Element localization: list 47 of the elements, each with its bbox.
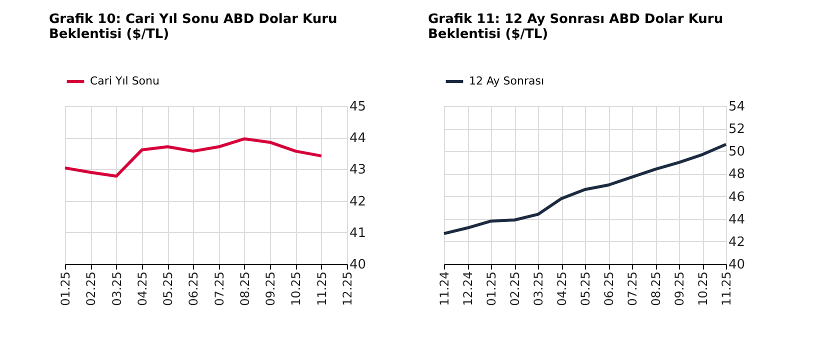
- text: Beklentisi ($/TL): [428, 27, 548, 42]
- y-tick-label: 43: [350, 162, 366, 178]
- y-tick-label: 42: [728, 234, 746, 250]
- y-tick-label: 52: [728, 122, 746, 138]
- x-tick-label: 08.25: [238, 272, 252, 306]
- x-tick-label: 03.25: [532, 272, 546, 306]
- y-tick-label: 44: [350, 131, 366, 146]
- legend-label: 12 Ay Sonrası: [469, 74, 544, 88]
- y-tick-label: 44: [728, 212, 746, 228]
- y-tick-label: 54: [728, 100, 746, 114]
- y-tick-label: 46: [728, 190, 746, 205]
- y-tick-label: 40: [728, 258, 746, 272]
- x-tick-label: 09.25: [264, 272, 278, 306]
- x-tick-label: 11.24: [438, 272, 452, 306]
- y-tick-label: 48: [728, 167, 746, 182]
- x-tick-label: 04.25: [135, 272, 150, 306]
- y-tick-label: 45: [350, 100, 366, 114]
- legend-label: Cari Yıl Sonu: [90, 74, 160, 88]
- line-series: [442, 142, 728, 236]
- x-tick-label: 10.25: [696, 272, 710, 306]
- x-tick-label: 01.25: [58, 272, 72, 306]
- x-tick-label: 06.25: [186, 272, 201, 306]
- x-tick-label: 07.25: [626, 272, 640, 306]
- x-tick-label: 09.25: [672, 272, 686, 306]
- y-tick-label: 40: [350, 258, 366, 272]
- text: Beklentisi ($/TL): [49, 27, 170, 42]
- text: Grafik 11: 12 Ay Sonrası ABD Dolar Kuru: [428, 12, 724, 27]
- x-tick-label: 10.25: [289, 272, 304, 306]
- x-tick-label: 02.25: [84, 272, 98, 306]
- y-tick-label: 50: [728, 144, 746, 160]
- x-tick-label: 02.25: [508, 272, 522, 306]
- x-tick-label: 06.25: [602, 272, 616, 306]
- x-tick-label: 08.25: [649, 272, 663, 306]
- line-series: [64, 137, 323, 178]
- x-tick-label: 03.25: [110, 272, 124, 306]
- x-tick-label: 04.25: [555, 272, 569, 306]
- x-tick-label: 12.24: [461, 272, 475, 306]
- x-tick-label: 12.25: [340, 272, 354, 306]
- x-tick-label: 05.25: [161, 272, 176, 306]
- x-tick-label: 11.25: [720, 272, 734, 306]
- x-tick-label: 11.25: [314, 272, 329, 306]
- y-tick-label: 42: [350, 194, 366, 210]
- text: Grafik 10: Cari Yıl Sonu ABD Dolar Kuru: [49, 12, 338, 27]
- y-tick-label: 41: [350, 226, 366, 241]
- x-tick-label: 05.25: [578, 272, 592, 306]
- x-tick-label: 01.25: [484, 272, 498, 306]
- x-tick-label: 07.25: [212, 272, 226, 306]
